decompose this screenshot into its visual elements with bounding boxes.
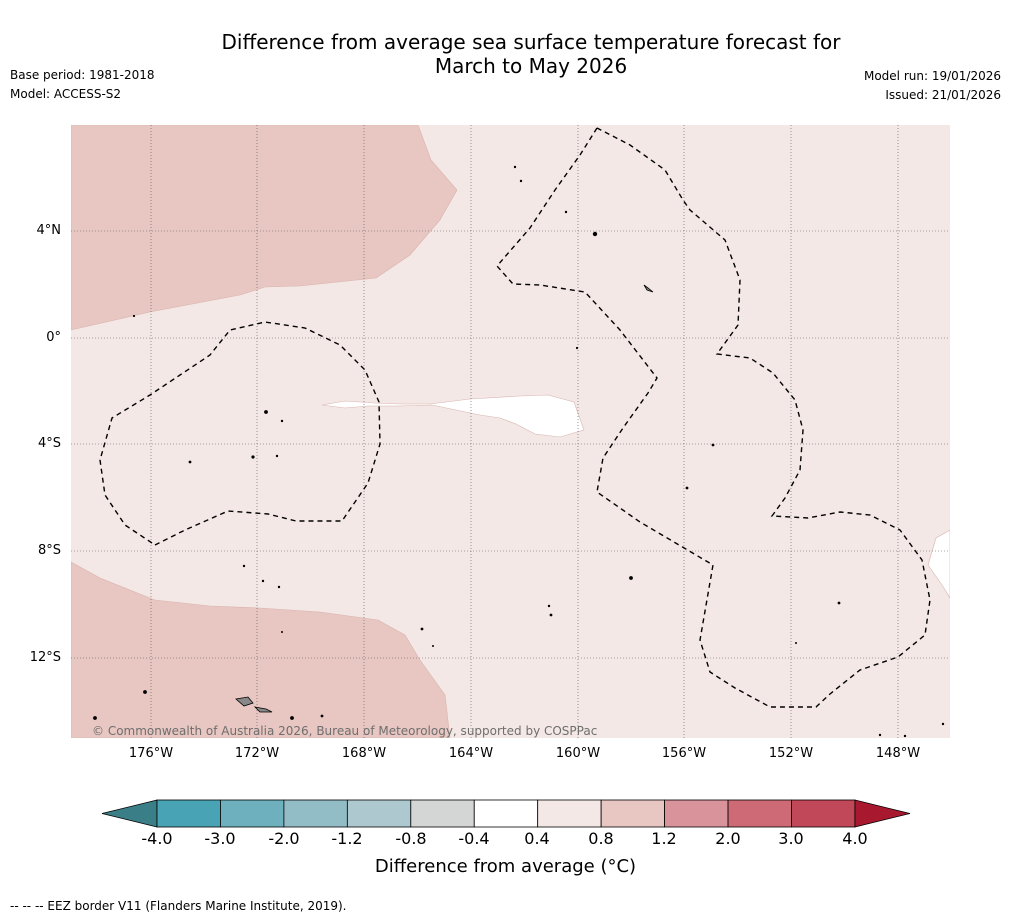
colorbar-cell [220, 799, 285, 828]
model-text: Model: ACCESS-S2 [10, 87, 122, 101]
colorbar-extend-low [101, 799, 158, 828]
colorbar-tick-label: -1.2 [331, 829, 363, 848]
lon-label-152w: 152°W [768, 746, 814, 761]
map-title: Difference from average sea surface temp… [0, 30, 1011, 78]
eez-border-central [496, 127, 931, 708]
lat-label-0: 0° [46, 330, 61, 345]
colorbar [101, 799, 911, 828]
model-run-text: Model run: 19/01/2026 [863, 69, 1001, 83]
colorbar-cell [410, 799, 475, 828]
colorbar-extend-high [854, 799, 911, 828]
colorbar-title: Difference from average (°C) [374, 856, 637, 877]
colorbar-cell [537, 799, 602, 828]
anomaly-band-0-8-1-2-south [71, 561, 451, 738]
base-period-text: Base period: 1981-2018 [10, 68, 155, 82]
map-title-line2: March to May 2026 [434, 54, 628, 78]
colorbar-cell [473, 799, 539, 828]
copyright-notice: © Commonwealth of Australia 2026, Bureau… [92, 724, 598, 738]
colorbar-tick-label: 0.8 [588, 829, 614, 848]
colorbar-tick-label: 1.2 [651, 829, 677, 848]
eez-borders [99, 127, 931, 708]
meta-left: Base period: 1981-2018 Model: ACCESS-S2 [10, 66, 155, 104]
meta-right: Model run: 19/01/2026 Issued: 21/01/2026 [864, 67, 1001, 105]
colorbar-tick-label: -0.4 [458, 829, 490, 848]
colorbar-cell [600, 799, 666, 828]
colorbar-cell [156, 799, 221, 828]
anomaly-band-near-zero-east [927, 529, 950, 599]
lat-label-8s: 8°S [37, 543, 61, 558]
colorbar-tick-label: -4.0 [141, 829, 173, 848]
lat-label-4n: 4°N [36, 223, 62, 238]
island-upolu [253, 706, 273, 713]
issued-text: Issued: 21/01/2026 [885, 88, 1001, 102]
colorbar-tick-label: 0.4 [524, 829, 550, 848]
map-title-line1: Difference from average sea surface temp… [221, 30, 841, 54]
anomaly-band-near-zero-central [321, 394, 585, 438]
eez-border-west [99, 321, 381, 546]
lon-label-176w: 176°W [128, 746, 174, 761]
colorbar-tick-label: 2.0 [715, 829, 741, 848]
colorbar-tick-label: 3.0 [778, 829, 804, 848]
lon-label-160w: 160°W [555, 746, 601, 761]
lon-label-168w: 168°W [341, 746, 387, 761]
lon-label-172w: 172°W [234, 746, 280, 761]
colorbar-tick-label: -0.8 [395, 829, 427, 848]
colorbar-cell [727, 799, 792, 828]
island-savaii [235, 696, 254, 707]
lon-label-148w: 148°W [875, 746, 921, 761]
anomaly-band-0-8-1-2-north [71, 125, 458, 331]
colorbar-tick-label: -3.0 [204, 829, 236, 848]
colorbar-cell [283, 799, 348, 828]
eez-border-legend: -- -- -- EEZ border V11 (Flanders Marine… [10, 899, 347, 913]
colorbar-tick-label: 4.0 [842, 829, 868, 848]
colorbar-tick-label: -2.0 [268, 829, 300, 848]
lat-label-4s: 4°S [37, 436, 61, 451]
graticule [71, 125, 950, 738]
lon-label-164w: 164°W [448, 746, 494, 761]
sst-anomaly-map [71, 125, 950, 738]
colorbar-cell [791, 799, 856, 828]
islands [93, 165, 945, 738]
lon-label-156w: 156°W [661, 746, 707, 761]
colorbar-cell [664, 799, 729, 828]
colorbar-cell [346, 799, 412, 828]
colorbar-cells [101, 799, 911, 828]
lat-label-12s: 12°S [29, 650, 61, 665]
